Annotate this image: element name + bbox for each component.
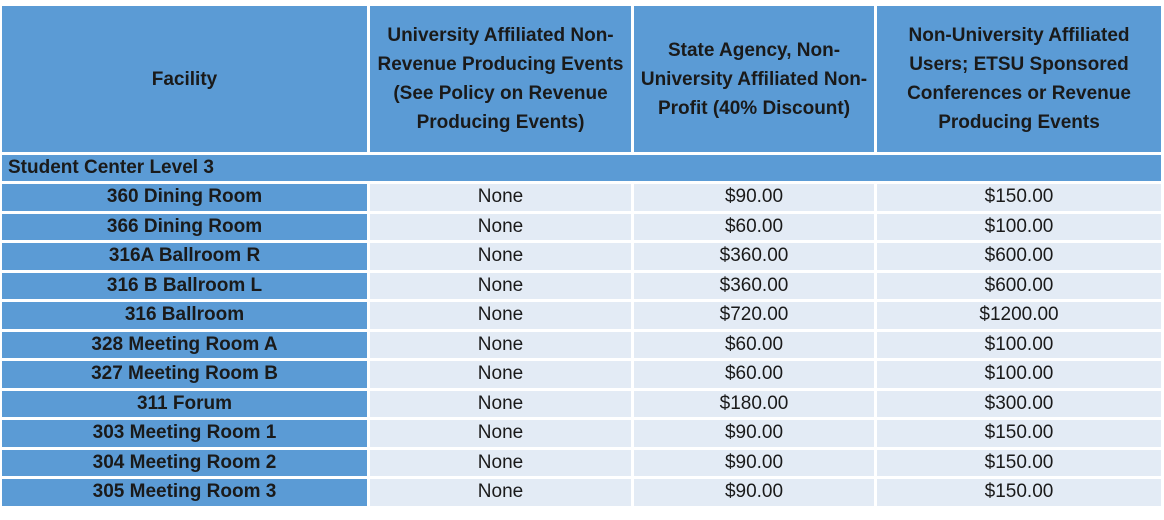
table-row: 360 Dining Room None $90.00 $150.00 — [2, 184, 1161, 214]
rate-cell: $300.00 — [877, 390, 1161, 420]
rate-cell: $60.00 — [634, 331, 877, 361]
rate-cell: $90.00 — [634, 184, 877, 214]
facility-cell: 316 B Ballroom L — [2, 272, 370, 302]
table-row: 304 Meeting Room 2 None $90.00 $150.00 — [2, 449, 1161, 479]
rate-cell: $90.00 — [634, 449, 877, 479]
header-row: Facility University Affiliated Non-Reven… — [2, 6, 1161, 155]
facility-cell: 305 Meeting Room 3 — [2, 479, 370, 509]
rate-cell: None — [370, 213, 634, 243]
table-row: 328 Meeting Room A None $60.00 $100.00 — [2, 331, 1161, 361]
rate-cell: None — [370, 449, 634, 479]
rate-cell: $100.00 — [877, 213, 1161, 243]
rate-cell: None — [370, 420, 634, 450]
table-row: 366 Dining Room None $60.00 $100.00 — [2, 213, 1161, 243]
rate-cell: $150.00 — [877, 479, 1161, 509]
facility-cell: 328 Meeting Room A — [2, 331, 370, 361]
rate-cell: None — [370, 390, 634, 420]
facility-cell: 316 Ballroom — [2, 302, 370, 332]
rate-cell: $90.00 — [634, 479, 877, 509]
rate-cell: $150.00 — [877, 449, 1161, 479]
facility-cell: 360 Dining Room — [2, 184, 370, 214]
facility-cell: 366 Dining Room — [2, 213, 370, 243]
section-label: Student Center Level 3 — [2, 155, 1161, 184]
table-row: 327 Meeting Room B None $60.00 $100.00 — [2, 361, 1161, 391]
header-non-university: Non-University Affiliated Users; ETSU Sp… — [877, 6, 1161, 155]
rate-cell: $60.00 — [634, 361, 877, 391]
table-row: 311 Forum None $180.00 $300.00 — [2, 390, 1161, 420]
rate-cell: $720.00 — [634, 302, 877, 332]
rate-cell: $360.00 — [634, 272, 877, 302]
facility-rates-table: Facility University Affiliated Non-Reven… — [2, 6, 1161, 509]
rate-cell: None — [370, 479, 634, 509]
rate-cell: $360.00 — [634, 243, 877, 273]
rate-cell: $600.00 — [877, 272, 1161, 302]
facility-cell: 304 Meeting Room 2 — [2, 449, 370, 479]
rate-cell: $60.00 — [634, 213, 877, 243]
header-state-agency: State Agency, Non-University Affiliated … — [634, 6, 877, 155]
rate-cell: $180.00 — [634, 390, 877, 420]
rate-cell: None — [370, 331, 634, 361]
rate-cell: $600.00 — [877, 243, 1161, 273]
rate-cell: $100.00 — [877, 361, 1161, 391]
rate-cell: $90.00 — [634, 420, 877, 450]
rate-cell: None — [370, 302, 634, 332]
rate-cell: $150.00 — [877, 420, 1161, 450]
rate-cell: $100.00 — [877, 331, 1161, 361]
rate-cell: $150.00 — [877, 184, 1161, 214]
header-facility: Facility — [2, 6, 370, 155]
table-row: 316 Ballroom None $720.00 $1200.00 — [2, 302, 1161, 332]
table-row: 316 B Ballroom L None $360.00 $600.00 — [2, 272, 1161, 302]
table-row: 303 Meeting Room 1 None $90.00 $150.00 — [2, 420, 1161, 450]
facility-cell: 311 Forum — [2, 390, 370, 420]
rate-cell: $1200.00 — [877, 302, 1161, 332]
rate-cell: None — [370, 184, 634, 214]
facility-cell: 303 Meeting Room 1 — [2, 420, 370, 450]
rate-cell: None — [370, 243, 634, 273]
section-row: Student Center Level 3 — [2, 155, 1161, 184]
facility-cell: 316A Ballroom R — [2, 243, 370, 273]
rate-cell: None — [370, 361, 634, 391]
table-row: 316A Ballroom R None $360.00 $600.00 — [2, 243, 1161, 273]
facility-cell: 327 Meeting Room B — [2, 361, 370, 391]
table-row: 305 Meeting Room 3 None $90.00 $150.00 — [2, 479, 1161, 509]
rate-cell: None — [370, 272, 634, 302]
header-university-affiliated: University Affiliated Non-Revenue Produc… — [370, 6, 634, 155]
